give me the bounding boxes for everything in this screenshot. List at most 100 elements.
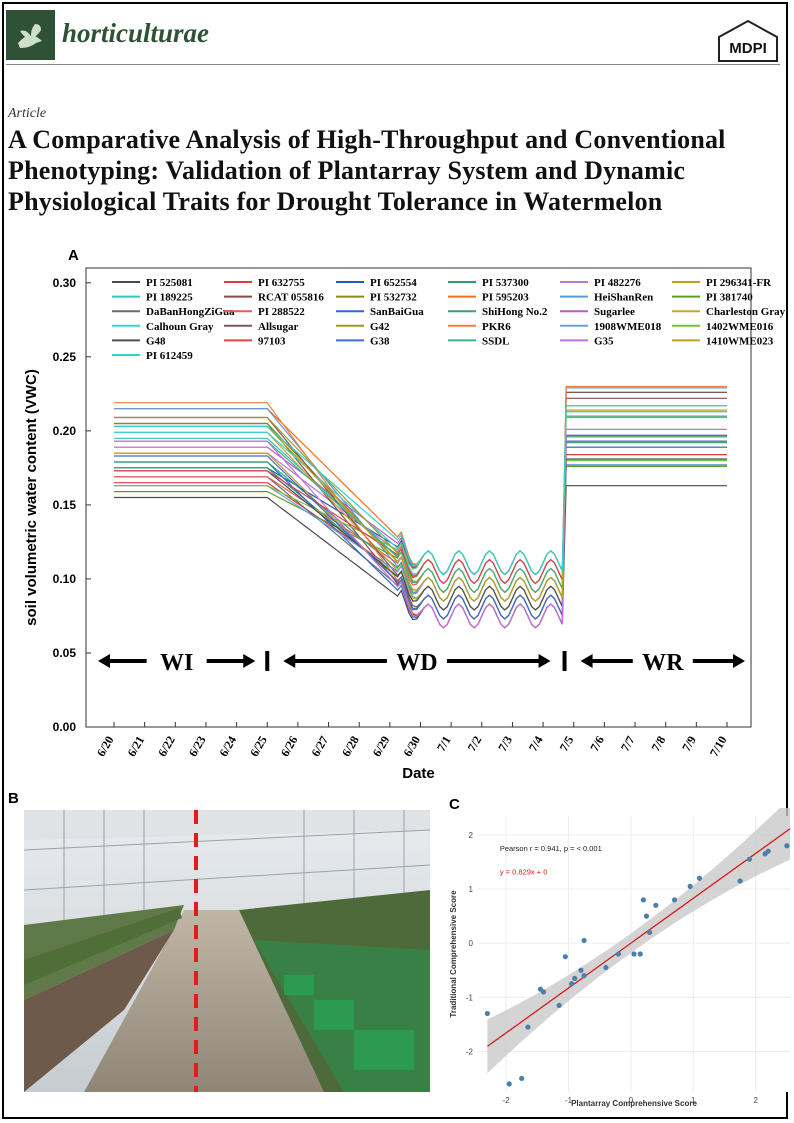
data-point bbox=[637, 951, 643, 957]
correlation-scatter-plot: -2 -1 0 1 2 -2 -1 0 1 2 Pearson r = 0.941, p = < 0… bbox=[449, 808, 791, 1108]
x-tick-label: 7/6 bbox=[587, 734, 607, 754]
data-point bbox=[746, 856, 753, 862]
phase-separator bbox=[265, 651, 270, 671]
x-tick-label: 6/27 bbox=[308, 734, 331, 759]
legend-label: PI 537300 bbox=[482, 277, 529, 289]
data-point bbox=[615, 951, 621, 957]
phase-label: WD bbox=[396, 650, 437, 676]
panel-label-c: C bbox=[449, 796, 460, 813]
legend-label: PI 296341-FR bbox=[706, 277, 772, 289]
x-axis-label: Date bbox=[402, 765, 435, 782]
x-axis-label: Plantarray Comprehensive Score bbox=[571, 1099, 697, 1108]
x-tick-label: 7/4 bbox=[526, 734, 546, 754]
series-line bbox=[114, 428, 727, 629]
article-type: Article bbox=[8, 106, 47, 121]
data-point bbox=[581, 973, 587, 979]
phase-arrowhead bbox=[283, 654, 296, 668]
data-point bbox=[581, 937, 587, 944]
legend-label: PI 525081 bbox=[146, 277, 193, 289]
legend-label: PI 482276 bbox=[594, 277, 641, 289]
legend-label: PI 532732 bbox=[370, 292, 417, 304]
publisher-logo-text: MDPI bbox=[729, 40, 767, 57]
y-tick-label: 0.20 bbox=[53, 424, 77, 438]
x-tick-label: -1 bbox=[565, 1096, 573, 1105]
legend-label: Allsugar bbox=[258, 321, 298, 333]
x-tick-label: 7/2 bbox=[465, 734, 485, 754]
legend-label: PI 288522 bbox=[258, 306, 305, 318]
data-point bbox=[631, 951, 637, 957]
x-tick-label: 0 bbox=[629, 1096, 634, 1105]
series-line bbox=[114, 454, 727, 585]
phase-separator bbox=[562, 651, 567, 671]
x-tick-label: 6/26 bbox=[278, 734, 301, 759]
journal-logo bbox=[6, 10, 55, 60]
x-tick-label: -2 bbox=[503, 1096, 511, 1105]
x-tick-label: 6/29 bbox=[370, 734, 393, 759]
y-tick-label: 0 bbox=[469, 939, 474, 948]
phase-label: WI bbox=[160, 650, 193, 676]
x-tick-label: 7/1 bbox=[434, 734, 454, 754]
data-point bbox=[562, 954, 568, 960]
vwc-line-chart: 0.00 0.05 0.10 0.15 0.20 0.25 0.30 6/20 6/21 6/22… bbox=[23, 267, 786, 782]
data-point bbox=[640, 897, 646, 903]
x-tick-label: 6/28 bbox=[339, 734, 362, 759]
x-tick-label: 1 bbox=[691, 1096, 696, 1105]
data-point bbox=[687, 883, 693, 889]
legend-label: G42 bbox=[370, 321, 390, 333]
journal-name[interactable]: horticulturae bbox=[62, 18, 210, 48]
x-tick-label: 7/9 bbox=[679, 734, 699, 754]
y-tick-label: 0.15 bbox=[53, 498, 77, 512]
x-tick-label: 7/10 bbox=[707, 734, 730, 759]
panel-label-a: A bbox=[68, 247, 79, 264]
data-point bbox=[643, 913, 650, 919]
legend-label: 1908WME018 bbox=[594, 321, 662, 333]
x-tick-label: 6/22 bbox=[155, 734, 178, 759]
y-tick-label: 1 bbox=[469, 885, 474, 894]
y-tick-label: -2 bbox=[466, 1047, 474, 1056]
data-point bbox=[696, 875, 703, 881]
series-lines bbox=[114, 385, 727, 629]
x-tick-label: 7/8 bbox=[649, 734, 669, 754]
data-point bbox=[671, 897, 678, 903]
phase-arrowhead bbox=[98, 654, 110, 668]
x-tick-label: 7/3 bbox=[495, 734, 515, 754]
phase-arrowhead bbox=[733, 654, 745, 668]
legend-label: PKR6 bbox=[482, 321, 511, 333]
data-point bbox=[556, 1002, 562, 1009]
greenhouse-photo bbox=[24, 810, 430, 1092]
data-point bbox=[572, 975, 578, 981]
phase-arrowhead bbox=[580, 654, 593, 668]
data-point bbox=[506, 1081, 512, 1087]
x-tick-label: 6/25 bbox=[247, 734, 270, 759]
data-point bbox=[540, 989, 547, 995]
y-tick-label: 0.00 bbox=[53, 720, 77, 734]
x-tick-label: 7/7 bbox=[618, 734, 638, 754]
header-divider bbox=[6, 64, 780, 65]
y-tick-label: 0.25 bbox=[53, 350, 77, 364]
mdpi-logo[interactable]: MDPI bbox=[717, 20, 779, 62]
legend-label: G35 bbox=[594, 335, 614, 347]
legend-label: 97103 bbox=[258, 335, 286, 347]
legend-label: PI 652554 bbox=[370, 277, 417, 289]
series-line bbox=[114, 434, 727, 620]
legend-label: SSDL bbox=[482, 335, 510, 347]
plant-in-hand-icon bbox=[18, 24, 42, 48]
legend-label: 1410WME023 bbox=[706, 335, 774, 347]
panel-label-b: B bbox=[8, 790, 19, 807]
data-point bbox=[525, 1024, 531, 1030]
legend-label: G48 bbox=[146, 335, 166, 347]
y-tick-label: -1 bbox=[466, 993, 474, 1002]
legend-label: Calhoun Gray bbox=[146, 321, 214, 333]
data-point bbox=[737, 878, 743, 884]
data-point bbox=[653, 902, 659, 908]
fit-equation: y = 0.829x + 0 bbox=[500, 867, 548, 876]
legend-label: DaBanHongZiGua bbox=[146, 306, 235, 318]
y-tick-label: 2 bbox=[469, 831, 474, 840]
legend-label: PI 189225 bbox=[146, 292, 193, 304]
legend-label: PI 381740 bbox=[706, 292, 753, 304]
legend-label: HeiShanRen bbox=[594, 292, 653, 304]
y-axis-label: soil volumetric water content (VWC) bbox=[23, 369, 40, 626]
confidence-band bbox=[487, 808, 790, 1074]
legend-label: PI 632755 bbox=[258, 277, 305, 289]
